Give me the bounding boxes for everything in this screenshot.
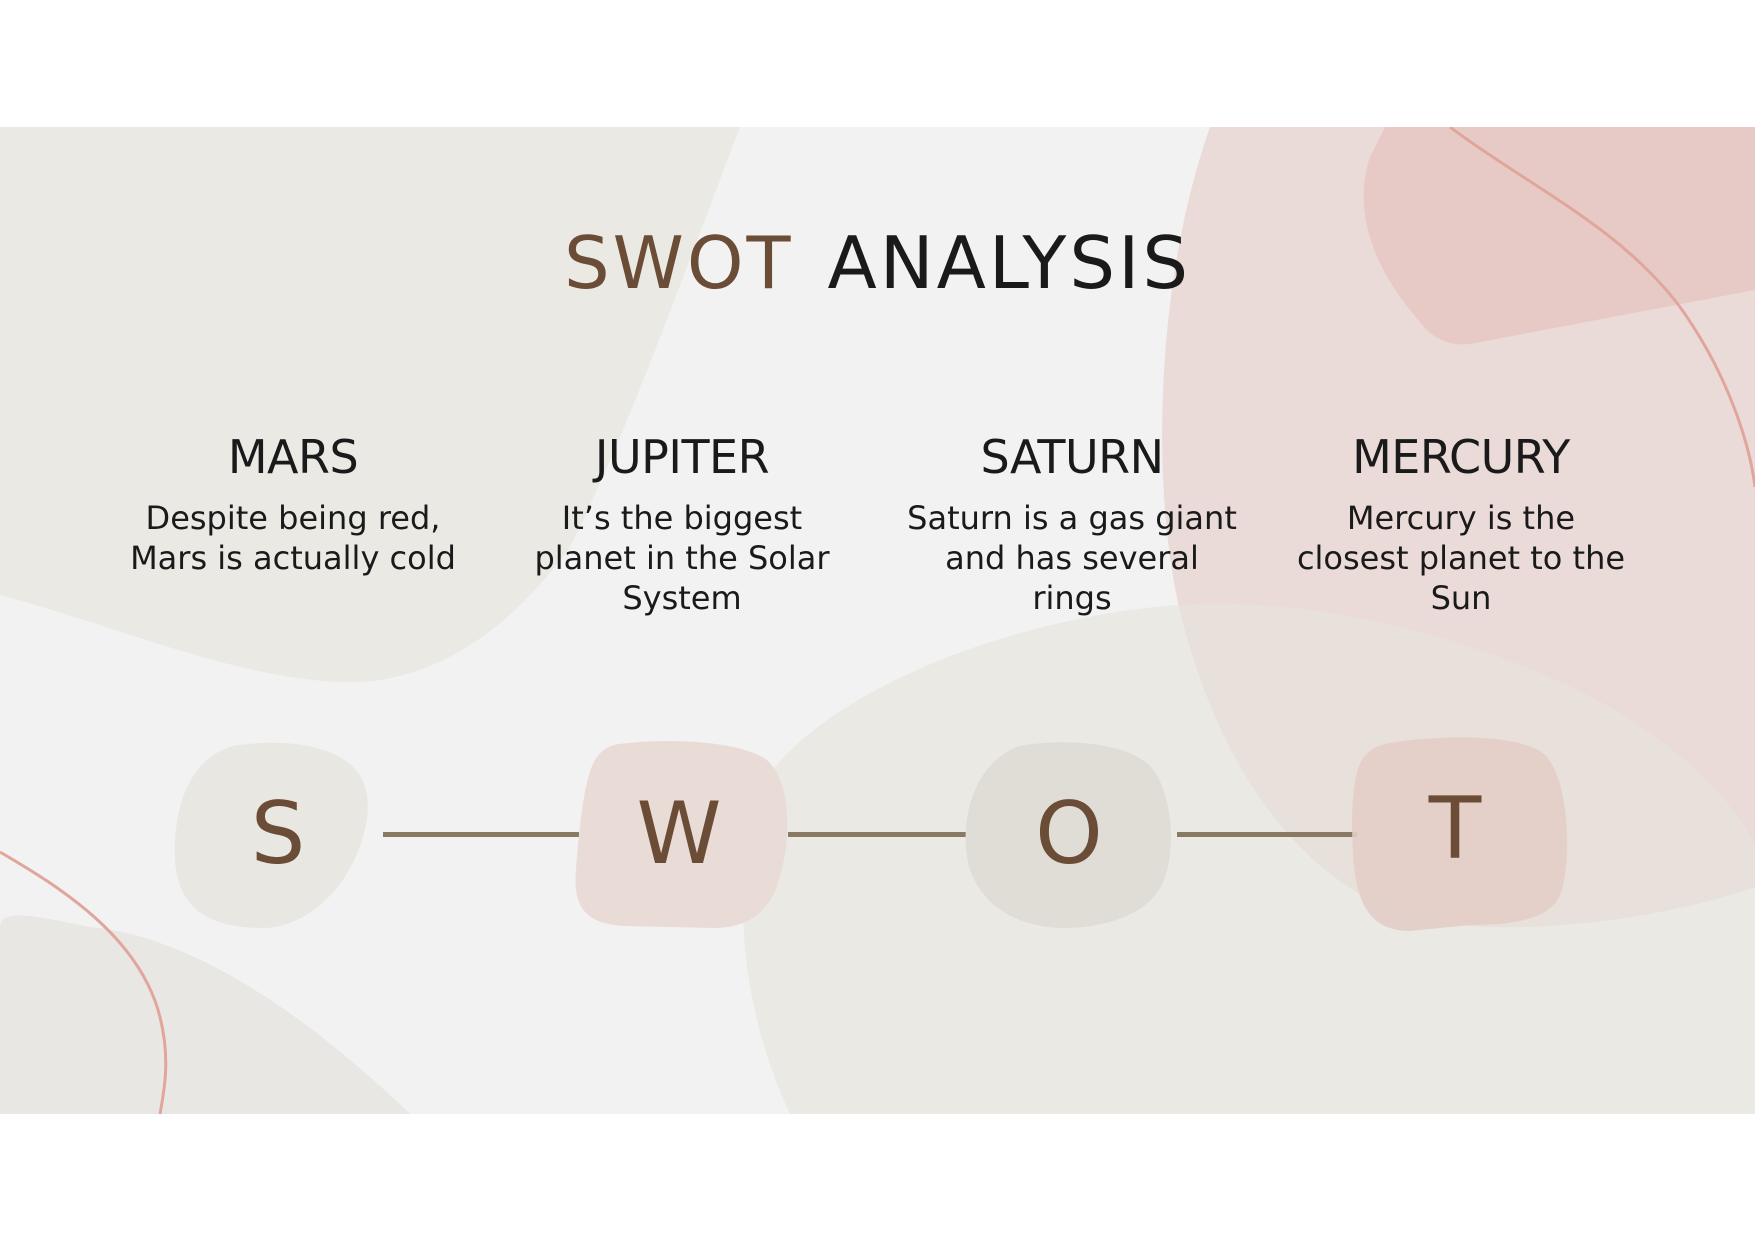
- bg-line-right: [1449, 127, 1755, 488]
- swot-letter: S: [250, 784, 306, 884]
- title-main: ANALYSIS: [827, 221, 1192, 305]
- bg-shape-top-right-pink: [1363, 127, 1755, 345]
- column-text: Mercury is the closest planet to the Sun: [1296, 499, 1626, 617]
- swot-letter-o-blob: O: [964, 740, 1174, 928]
- swot-letter: W: [636, 784, 722, 884]
- bg-line-left: [0, 850, 168, 1114]
- swot-letter-s-blob: S: [173, 740, 383, 928]
- swot-letter: T: [1428, 779, 1482, 879]
- column-mercury: MERCURY Mercury is the closest planet to…: [1291, 434, 1631, 618]
- decorative-background: [0, 127, 1755, 1114]
- column-heading: JUPITER: [594, 430, 770, 484]
- blob-shape: [965, 742, 1171, 928]
- column-saturn: SATURN Saturn is a gas giant and has sev…: [902, 434, 1242, 618]
- swot-letter-w-blob: W: [574, 740, 788, 928]
- swot-letter: O: [1035, 784, 1103, 884]
- blob-shape: [174, 742, 368, 928]
- bg-shape-top-left: [0, 127, 740, 683]
- swot-letter-t-blob: T: [1350, 735, 1568, 931]
- column-text: It’s the biggest planet in the Solar Sys…: [534, 499, 830, 617]
- bg-shape-bottom-left: [0, 915, 410, 1114]
- column-text: Saturn is a gas giant and has several ri…: [907, 499, 1237, 617]
- bg-shape-bottom-beige: [743, 603, 1755, 1114]
- column-heading: MERCURY: [1352, 430, 1570, 484]
- blob-shape: [575, 740, 788, 928]
- column-mars: MARS Despite being red, Mars is actually…: [123, 434, 463, 578]
- column-jupiter: JUPITER It’s the biggest planet in the S…: [512, 434, 852, 618]
- column-text: Despite being red, Mars is actually cold: [130, 499, 456, 577]
- blob-shape: [1352, 737, 1568, 931]
- connector-o-t: [1177, 832, 1357, 837]
- page-title: SWOT ANALYSIS: [0, 227, 1755, 299]
- column-heading: MARS: [227, 430, 359, 484]
- connector-s-w: [383, 832, 579, 837]
- column-heading: SATURN: [980, 430, 1164, 484]
- connector-w-o: [788, 832, 968, 837]
- swot-slide: SWOT ANALYSIS MARS Despite being red, Mar…: [0, 127, 1755, 1114]
- title-accent: SWOT: [563, 221, 794, 305]
